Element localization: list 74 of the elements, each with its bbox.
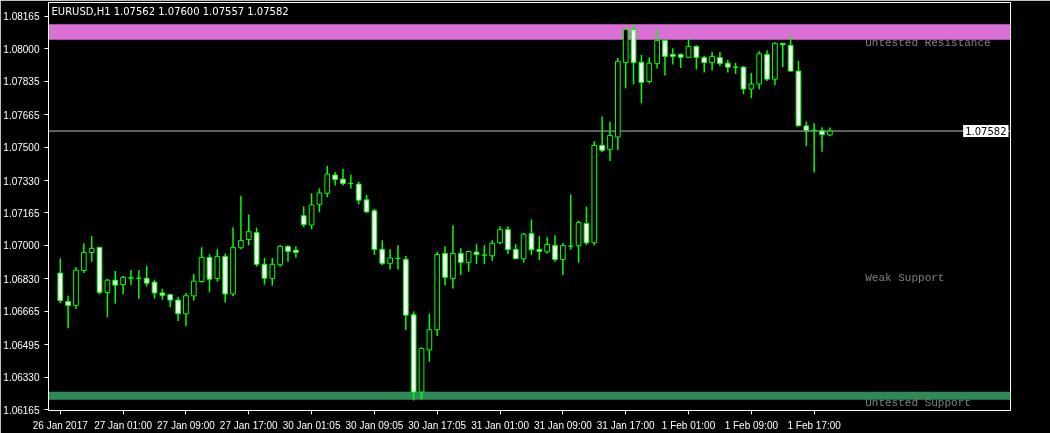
- candlestick: [536, 235, 543, 261]
- candlestick: [489, 239, 496, 262]
- candlestick: [669, 47, 676, 66]
- x-tick-label: 1 Feb 17:00: [787, 419, 842, 431]
- x-tick-label: 30 Jan 09:05: [345, 419, 404, 431]
- x-tick-label: 31 Jan 17:00: [596, 419, 656, 431]
- y-tick-label: 1.07330: [3, 175, 40, 187]
- y-tick-label: 1.07835: [3, 76, 40, 88]
- candlestick: [143, 265, 150, 288]
- candlestick: [88, 235, 95, 263]
- y-tick-label: 1.07500: [3, 142, 40, 154]
- candlestick: [293, 245, 299, 259]
- candlestick: [662, 38, 668, 77]
- y-tick-label: 1.07165: [3, 207, 40, 219]
- ref-line-label: 1.07582: [965, 126, 1007, 138]
- candlestick: [457, 247, 464, 276]
- candlestick: [481, 244, 488, 265]
- y-tick-label: 1.08165: [3, 11, 40, 23]
- x-tick-label: 31 Jan 01:00: [471, 419, 530, 431]
- candlestick: [803, 120, 810, 147]
- x-tick-label: 30 Jan 17:05: [408, 419, 467, 431]
- candlestick: [560, 242, 566, 276]
- candlestick: [300, 205, 307, 228]
- x-tick-label: 1 Feb 01:00: [661, 419, 716, 431]
- candlestick: [183, 292, 189, 327]
- band-label: Untested Resistance: [865, 36, 991, 49]
- y-tick-label: 1.07000: [3, 240, 40, 252]
- candlestick: [379, 239, 386, 266]
- candlestick: [128, 269, 134, 286]
- candlestick: [308, 192, 315, 231]
- candlestick: [245, 213, 252, 246]
- candlestick: [779, 42, 786, 68]
- candlestick: [120, 275, 126, 296]
- y-tick-label: 1.06330: [3, 372, 40, 384]
- chart-title: EURUSD,H1 1.07562 1.07600 1.07557 1.07582: [51, 5, 289, 17]
- candlestick: [607, 120, 613, 162]
- candlestick: [442, 245, 448, 287]
- candlestick: [387, 248, 393, 271]
- y-tick-label: 1.08000: [3, 43, 40, 55]
- candlestick: [175, 295, 181, 322]
- x-tick-label: 30 Jan 01:05: [282, 419, 341, 431]
- candlestick: [190, 273, 197, 302]
- candlestick: [505, 225, 511, 255]
- x-tick-label: 1 Feb 09:00: [724, 419, 779, 431]
- y-tick-label: 1.07665: [3, 109, 40, 121]
- y-tick-label: 1.06665: [3, 306, 40, 318]
- candlestick: [316, 187, 323, 213]
- candlestick: [552, 234, 558, 263]
- candlestick: [646, 56, 653, 85]
- candlestick: [80, 242, 87, 274]
- candlestick: [261, 257, 268, 286]
- x-tick-label: 27 Jan 09:00: [157, 419, 216, 431]
- candlestick: [151, 279, 158, 300]
- candlestick: [214, 248, 221, 283]
- x-tick-label: 27 Jan 17:00: [219, 419, 279, 431]
- candlestick: [277, 244, 284, 268]
- candlestick: [269, 257, 276, 287]
- y-tick-label: 1.06495: [3, 339, 40, 351]
- candlestick: [324, 165, 331, 199]
- text: Weak Support: [865, 271, 945, 284]
- candlestick: [355, 180, 362, 206]
- candlestick: [112, 270, 119, 305]
- candlestick: [709, 51, 715, 72]
- x-tick-label: 26 Jan 2017: [32, 419, 89, 431]
- x-tick-label: 31 Jan 09:00: [533, 419, 593, 431]
- candlestick: [654, 28, 660, 70]
- band-label: Untested Support: [865, 396, 971, 409]
- candlestick: [819, 126, 825, 153]
- y-tick-label: 1.06830: [3, 273, 40, 285]
- candlestick: [599, 115, 605, 153]
- x-tick-label: 27 Jan 01:00: [94, 419, 153, 431]
- y-tick-label: 1.06165: [3, 404, 40, 416]
- candlestick: [65, 294, 71, 330]
- candlestick: [238, 194, 244, 250]
